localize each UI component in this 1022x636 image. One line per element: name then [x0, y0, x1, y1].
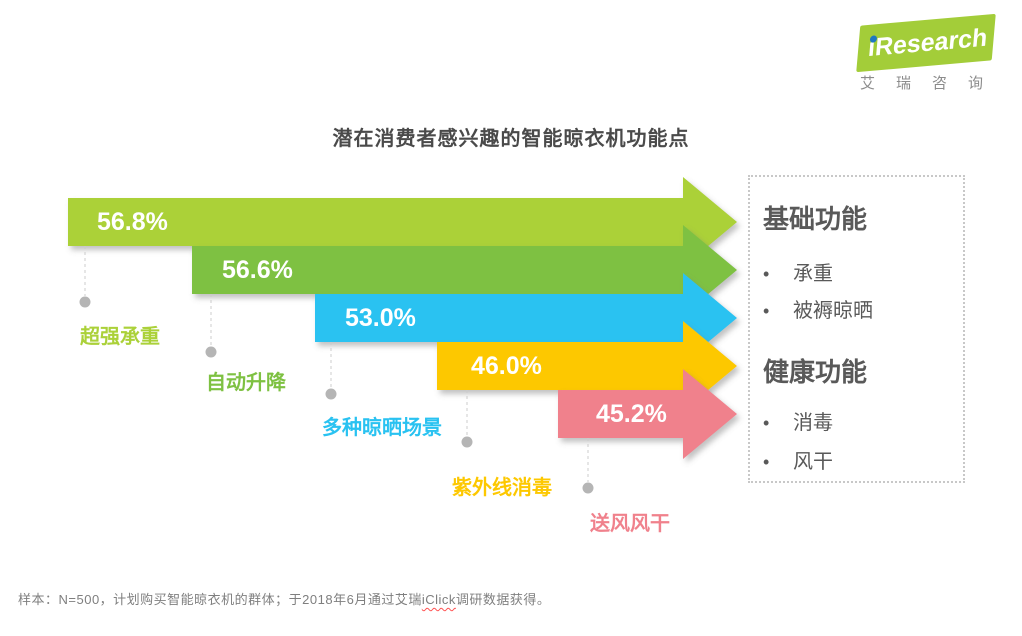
bar-value-3: 46.0% — [471, 352, 542, 380]
leader-dot-0 — [79, 296, 91, 308]
bar-value-1: 56.6% — [222, 256, 293, 284]
iresearch-logo-subtitle: 艾瑞咨询 — [860, 75, 1005, 92]
bar-category-label-2: 多种晾晒场景 — [322, 417, 442, 439]
bullet-icon: • — [763, 301, 770, 321]
leader-dot-4 — [582, 482, 594, 494]
bullet-icon: • — [763, 413, 770, 433]
panel-item-label: 风干 — [793, 451, 833, 473]
bullet-icon: • — [763, 264, 770, 284]
bar-category-label-1: 自动升降 — [206, 372, 286, 394]
arrow-bar-0 — [68, 177, 737, 267]
bar-category-label-0: 超强承重 — [80, 326, 160, 348]
panel-heading-1: 健康功能 — [763, 357, 868, 387]
source-note-pre: 样本：N=500，计划购买智能晾衣机的群体；于2018年6月通过艾瑞 — [18, 592, 422, 607]
panel-item-label: 承重 — [793, 263, 833, 285]
panel-item-0-0: • 承重 — [763, 257, 833, 286]
chart-title: 潜在消费者感兴趣的智能晾衣机功能点 — [332, 128, 690, 150]
leader-dot-2 — [325, 388, 337, 400]
arrow-bar-3 — [437, 321, 737, 411]
panel-item-label: 被褥晾晒 — [793, 300, 873, 322]
bar-category-label-4: 送风风干 — [590, 513, 670, 535]
source-note-post: 调研数据获得。 — [455, 592, 551, 607]
bullet-icon: • — [763, 452, 770, 472]
arrow-bar-1 — [192, 225, 737, 315]
bar-value-0: 56.8% — [97, 208, 168, 236]
leader-dot-1 — [205, 346, 217, 358]
bar-category-label-3: 紫外线消毒 — [452, 477, 552, 499]
panel-item-1-0: • 消毒 — [763, 406, 833, 435]
arrow-bar-2 — [315, 273, 737, 363]
panel-heading-0: 基础功能 — [763, 204, 868, 234]
source-note: 样本：N=500，计划购买智能晾衣机的群体；于2018年6月通过艾瑞iClick… — [18, 589, 550, 608]
function-groups-panel: 基础功能 • 承重 • 被褥晾晒健康功能 • 消毒 • 风干 — [748, 175, 965, 483]
panel-item-0-1: • 被褥晾晒 — [763, 294, 873, 323]
bar-value-4: 45.2% — [596, 400, 667, 428]
panel-item-1-1: • 风干 — [763, 445, 833, 474]
source-note-iclick: iClick — [421, 592, 456, 607]
leader-dot-3 — [461, 436, 473, 448]
bar-value-2: 53.0% — [345, 304, 416, 332]
iresearch-logo: iResearch 艾瑞咨询 — [852, 12, 1002, 92]
panel-item-label: 消毒 — [793, 412, 833, 434]
arrow-bar-4 — [558, 369, 737, 459]
